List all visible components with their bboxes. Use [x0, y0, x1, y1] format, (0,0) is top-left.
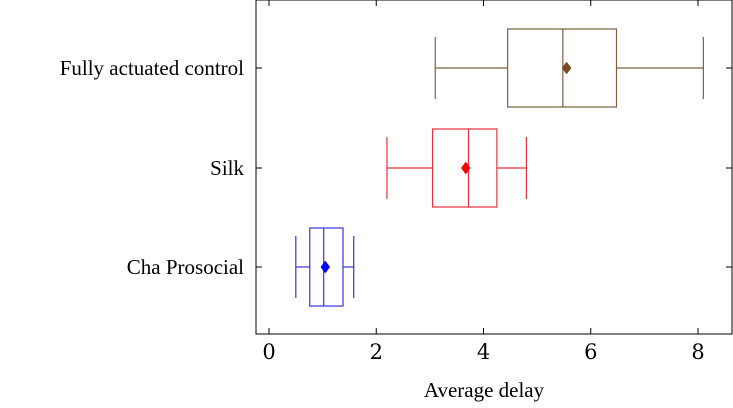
x-tick-label: 6 [584, 340, 597, 364]
box-group [386, 128, 528, 208]
mean-marker [320, 260, 331, 274]
mean-marker [561, 61, 572, 75]
x-axis: 0 2 4 6 8 [262, 0, 705, 364]
y-category-label: Cha Prosocial [127, 255, 244, 279]
y-axis: Fully actuated control Silk Cha Prosocial [60, 56, 732, 279]
x-tick-label: 4 [477, 340, 490, 364]
mean-marker [460, 161, 471, 175]
box-group [295, 227, 355, 307]
x-tick-label: 8 [691, 340, 704, 364]
y-category-label: Silk [210, 156, 244, 180]
plot-frame [255, 0, 733, 335]
box [431, 128, 498, 208]
box [507, 28, 618, 108]
box-group [434, 28, 704, 108]
boxes [295, 28, 704, 307]
y-category-label: Fully actuated control [60, 56, 244, 80]
box [309, 227, 344, 307]
x-tick-label: 2 [370, 340, 383, 364]
x-axis-title: Average delay [424, 378, 545, 402]
x-tick-label: 0 [262, 340, 275, 364]
